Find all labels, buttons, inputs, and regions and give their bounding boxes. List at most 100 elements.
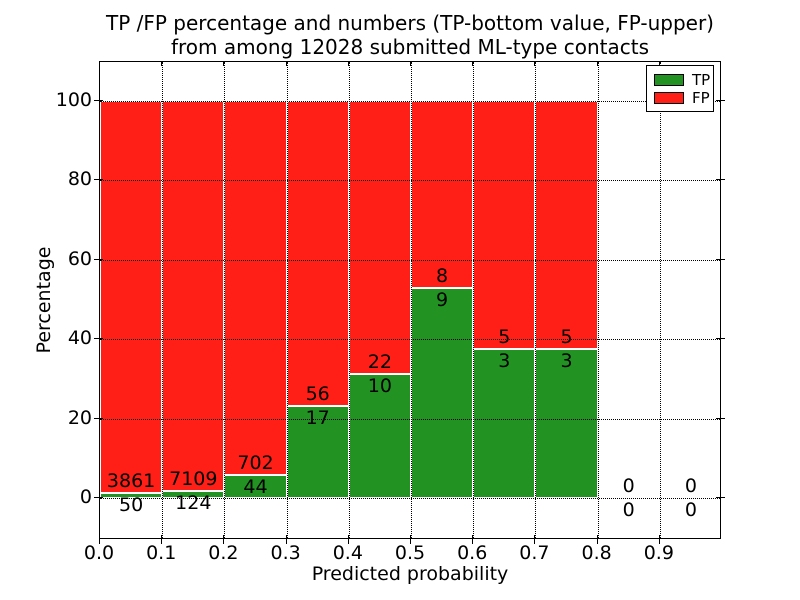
y-tick-right — [716, 179, 725, 181]
bar-segment-tp — [286, 405, 349, 498]
y-tick-left — [94, 100, 103, 101]
x-tick-top — [596, 61, 598, 66]
x-tick-bottom — [347, 535, 349, 544]
y-tick-label: 80 — [67, 168, 92, 191]
bar-segment-fp — [535, 101, 598, 350]
x-gridline — [597, 62, 599, 538]
bar-segment-tp — [100, 492, 163, 498]
x-tick-label: 0.9 — [643, 542, 674, 564]
y-tick-right — [716, 338, 725, 340]
y-gridline — [100, 101, 720, 102]
fp-count-label: 56 — [305, 382, 330, 405]
x-tick-bottom — [285, 535, 287, 544]
legend-label-fp: FP — [692, 89, 710, 107]
y-gridline — [100, 259, 720, 261]
y-tick-left — [94, 338, 103, 340]
x-tick-top — [472, 61, 474, 66]
x-tick-label: 0.4 — [332, 542, 363, 564]
y-tick-label: 40 — [67, 327, 92, 350]
tp-count-label: 10 — [367, 374, 392, 397]
x-gridline — [162, 62, 164, 538]
x-tick-top — [161, 61, 163, 66]
x-tick-top — [347, 61, 349, 66]
x-tick-top — [658, 61, 660, 66]
bar-segment-fp — [224, 101, 287, 475]
chart-title-line1: TP /FP percentage and numbers (TP-bottom… — [106, 11, 714, 35]
legend: TP FP — [646, 65, 714, 112]
legend-entry-tp: TP — [654, 71, 713, 89]
x-tick-top — [410, 61, 411, 66]
y-tick-left — [94, 258, 103, 260]
bar-segment-tp — [348, 373, 411, 498]
tp-count-label: 50 — [119, 493, 144, 516]
bar-segment-fp — [162, 101, 225, 492]
x-gridline — [286, 62, 288, 538]
fp-count-label: 0 — [684, 475, 697, 497]
x-tick-label: 0.3 — [270, 542, 301, 564]
y-tick-label: 100 — [55, 89, 92, 111]
x-tick-bottom — [472, 535, 474, 544]
x-gridline — [659, 62, 661, 538]
bar-segment-fp — [473, 101, 536, 350]
x-tick-label: 0.5 — [394, 542, 426, 564]
x-tick-label: 0.6 — [457, 542, 488, 564]
legend-entry-fp: FP — [654, 89, 713, 107]
x-tick-bottom — [658, 535, 660, 544]
x-axis-title: Predicted probability — [311, 563, 509, 585]
x-tick-top — [285, 61, 287, 66]
x-gridline — [224, 62, 226, 538]
fp-count-label: 5 — [498, 326, 511, 349]
x-tick-bottom — [223, 535, 225, 544]
fp-count-label: 0 — [622, 475, 635, 497]
x-tick-top — [223, 61, 225, 66]
x-tick-label: 0.7 — [519, 542, 550, 564]
x-tick-label: 0.1 — [146, 542, 177, 564]
x-gridline — [535, 62, 537, 538]
tp-count-label: 17 — [305, 406, 330, 429]
fp-count-label: 3861 — [106, 469, 156, 492]
x-gridline — [348, 62, 350, 538]
bar-segment-tp — [535, 349, 598, 498]
x-tick-label: 0.8 — [581, 542, 612, 564]
chart-title: TP /FP percentage and numbers (TP-bottom… — [99, 11, 721, 59]
y-tick-label: 20 — [67, 406, 92, 429]
x-tick-label: 0.2 — [208, 542, 239, 564]
y-gridline — [100, 180, 720, 182]
tp-count-label: 124 — [175, 492, 212, 515]
tp-count-label: 9 — [436, 288, 449, 311]
bar-segment-fp — [286, 101, 349, 406]
fp-count-label: 8 — [436, 264, 449, 287]
fp-count-label: 5 — [560, 326, 573, 349]
legend-swatch-tp — [654, 74, 684, 86]
x-tick-bottom — [596, 535, 598, 544]
chart-title-line2: from among 12028 submitted ML-type conta… — [170, 35, 650, 59]
y-tick-left — [94, 497, 103, 498]
tp-count-label: 3 — [498, 350, 511, 373]
y-tick-right — [716, 497, 725, 498]
y-gridline — [100, 498, 720, 499]
x-tick-top — [99, 61, 100, 66]
fp-count-label: 702 — [237, 451, 274, 474]
bar-segment-fp — [348, 101, 411, 374]
bar-segment-tp — [411, 287, 474, 498]
x-tick-top — [534, 61, 536, 66]
legend-label-tp: TP — [692, 71, 711, 89]
y-tick-label: 0 — [79, 486, 92, 508]
fp-count-label: 22 — [367, 350, 392, 373]
x-tick-bottom — [410, 535, 411, 544]
y-tick-left — [94, 417, 103, 419]
tp-count-label: 3 — [560, 350, 573, 373]
y-tick-label: 60 — [67, 247, 92, 270]
y-tick-right — [716, 100, 725, 101]
y-tick-right — [716, 417, 725, 419]
x-tick-label: 0.0 — [83, 542, 115, 564]
bar-segment-fp — [411, 101, 474, 288]
y-gridline — [100, 418, 720, 420]
y-tick-right — [716, 258, 725, 260]
y-gridline — [100, 339, 720, 341]
y-tick-left — [94, 179, 103, 181]
bar-segment-tp — [473, 349, 536, 498]
x-tick-bottom — [534, 535, 536, 544]
x-tick-bottom — [161, 535, 163, 544]
